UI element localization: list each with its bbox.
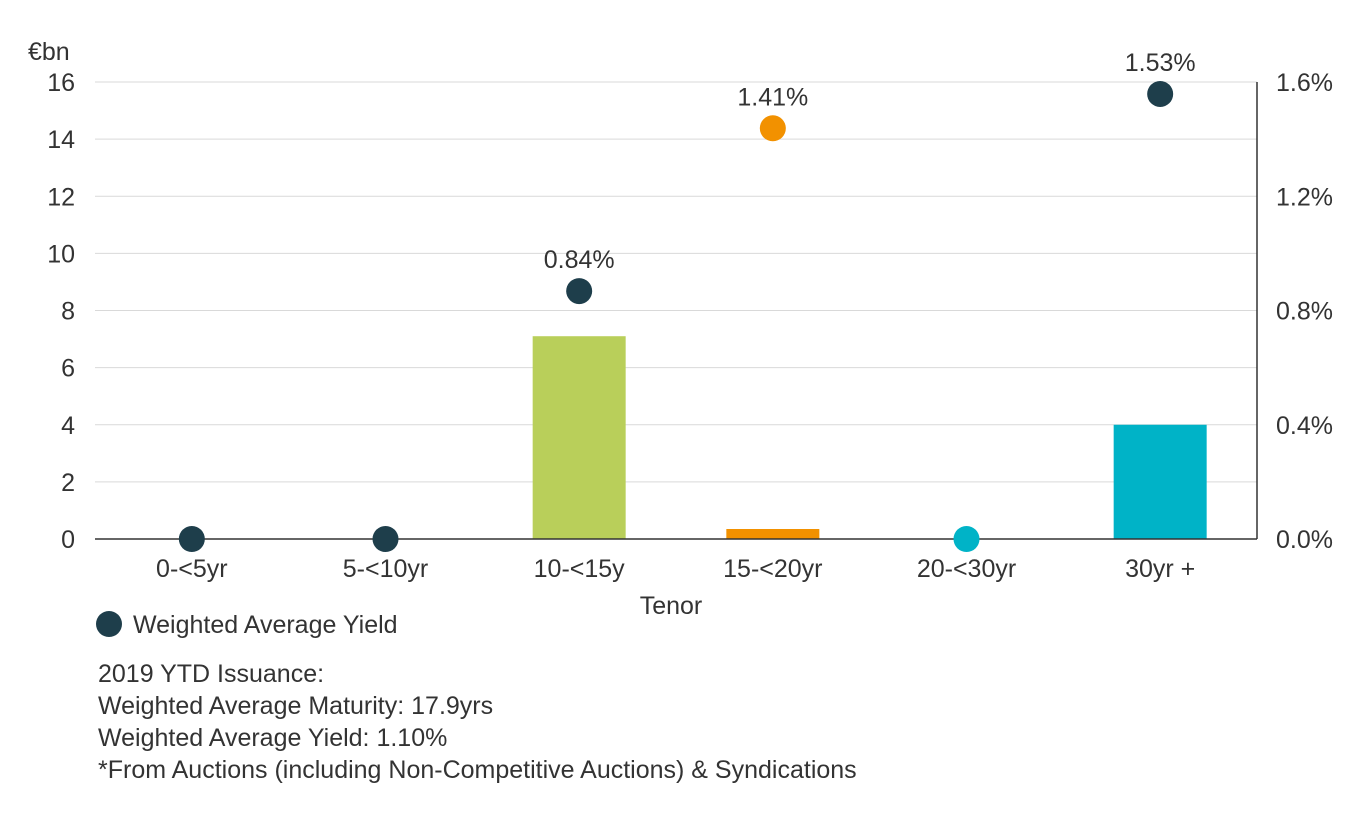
- yield-data-label: 1.53%: [1125, 49, 1196, 77]
- issuance-chart: 0 2 4 6 8 10 12 14 16 0.0% 0.4% 0.8% 1.2% 1.6% €bn 0-<5…: [28, 38, 1333, 639]
- yield-point: [178, 526, 205, 552]
- yield-point: [566, 278, 593, 305]
- y2-tick-label: 0.8%: [1276, 298, 1333, 326]
- y-tick-label: 4: [61, 412, 75, 440]
- yield-point: [372, 526, 399, 552]
- x-tick-label: 5-<10yr: [343, 555, 428, 583]
- y-tick-label: 10: [47, 240, 75, 268]
- y-tick-label: 16: [47, 69, 75, 97]
- bar: [532, 336, 626, 539]
- bar: [1113, 424, 1207, 539]
- y2-tick-label: 0.0%: [1276, 526, 1333, 554]
- x-tick-label: 15-<20yr: [723, 555, 822, 583]
- yield-point: [759, 115, 786, 142]
- yield-data-label: 0.84%: [544, 246, 615, 274]
- x-tick-label: 0-<5yr: [156, 555, 228, 583]
- x-tick-label: 30yr +: [1125, 555, 1195, 583]
- y-tick-label: 0: [61, 526, 75, 554]
- y-tick-label: 8: [61, 298, 75, 326]
- y-axis-title: €bn: [28, 38, 70, 66]
- y2-tick-label: 1.6%: [1276, 69, 1333, 97]
- note-line-yield: Weighted Average Yield: 1.10%: [98, 724, 448, 752]
- yield-data-label: 1.41%: [737, 83, 808, 111]
- y-tick-label: 2: [61, 469, 75, 497]
- legend-label: Weighted Average Yield: [133, 611, 398, 639]
- y-tick-label: 14: [47, 126, 75, 154]
- bar: [726, 529, 820, 539]
- note-line-maturity: Weighted Average Maturity: 17.9yrs: [98, 692, 494, 720]
- y2-tick-label: 0.4%: [1276, 412, 1333, 440]
- y-tick-label: 6: [61, 355, 75, 383]
- legend-marker: [96, 611, 122, 637]
- yield-point: [1147, 80, 1174, 107]
- chart-notes: 2019 YTD Issuance: Weighted Average Matu…: [98, 658, 857, 786]
- y-tick-label: 12: [47, 183, 75, 211]
- yield-point: [953, 526, 980, 552]
- y2-tick-label: 1.2%: [1276, 183, 1333, 211]
- x-tick-label: 10-<15y: [534, 555, 626, 583]
- x-axis-title: Tenor: [640, 592, 703, 620]
- x-tick-label: 20-<30yr: [917, 555, 1016, 583]
- note-line-source: *From Auctions (including Non-Competitiv…: [98, 756, 857, 784]
- note-line-issuance: 2019 YTD Issuance:: [98, 660, 325, 688]
